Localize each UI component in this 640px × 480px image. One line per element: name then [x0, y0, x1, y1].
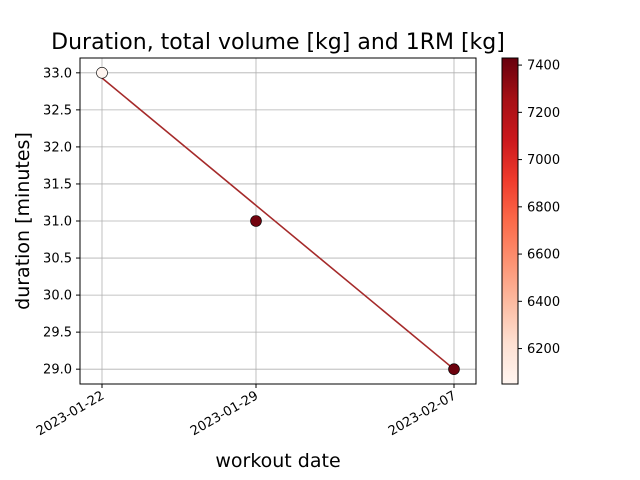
- y-tick-label: 33.0: [43, 66, 72, 81]
- y-tick-label: 32.5: [43, 103, 72, 118]
- y-ticks: 29.0 29.5 30.0 30.5 31.0 31.5 32.0 32.5 33.0: [43, 66, 80, 378]
- x-axis-label: workout date: [215, 450, 340, 472]
- colorbar-tick-label: 7000: [527, 153, 560, 168]
- data-point: [96, 67, 108, 79]
- x-tick-label: 2023-02-07: [386, 388, 459, 439]
- y-tick-label: 29.0: [43, 363, 72, 378]
- colorbar-ticks: 6200 6400 6600 6800 7000 7200 7400: [518, 59, 560, 357]
- y-tick-label: 30.5: [43, 252, 72, 267]
- colorbar-tick-label: 7200: [527, 106, 560, 121]
- y-axis-label: duration [minutes]: [12, 132, 34, 310]
- colorbar-tick-label: 6800: [527, 200, 560, 215]
- colorbar-tick-label: 7400: [527, 59, 560, 74]
- grid: [80, 58, 476, 384]
- data-point: [448, 363, 460, 375]
- colorbar-tick-label: 6200: [527, 342, 560, 357]
- colorbar-tick-label: 6600: [527, 248, 560, 263]
- x-tick-label: 2023-01-29: [188, 388, 261, 439]
- y-tick-label: 30.0: [43, 289, 72, 304]
- y-tick-label: 32.0: [43, 140, 72, 155]
- y-tick-label: 29.5: [43, 326, 72, 341]
- data-point: [250, 215, 262, 227]
- y-tick-label: 31.5: [43, 177, 72, 192]
- trend-line: [101, 77, 455, 370]
- x-ticks: 2023-01-22 2023-01-29 2023-02-07: [34, 384, 459, 439]
- colorbar: [501, 57, 519, 385]
- chart-title: Duration, total volume [kg] and 1RM [kg]: [51, 30, 505, 55]
- x-tick-label: 2023-01-22: [34, 388, 107, 439]
- trend-line-group: [101, 77, 455, 370]
- y-tick-label: 31.0: [43, 215, 72, 230]
- points-group: [96, 67, 460, 375]
- colorbar-tick-label: 6400: [527, 295, 560, 310]
